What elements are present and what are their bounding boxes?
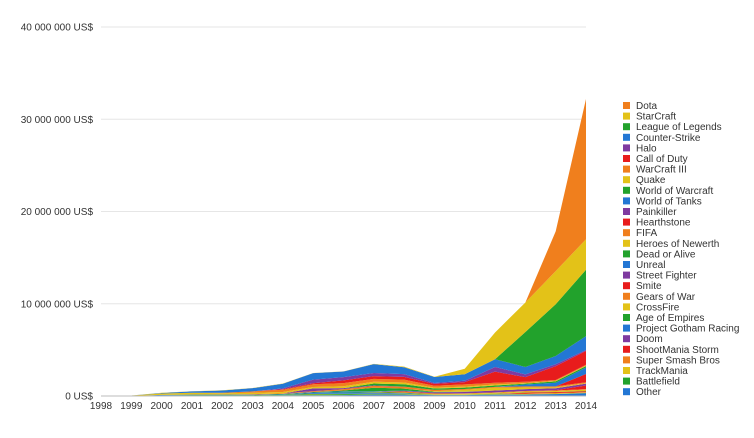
legend-label-super-smash-bros: Super Smash Bros	[636, 355, 720, 366]
legend-swatch-fifa	[623, 229, 630, 237]
x-tick-label: 2002	[211, 401, 234, 412]
legend-label-unreal: Unreal	[636, 260, 665, 271]
y-tick-label: 0 US$	[65, 392, 93, 403]
legend-swatch-call-of-duty	[623, 155, 630, 162]
legend-label-counter-strike: Counter-Strike	[636, 133, 701, 144]
legend-label-shootmania-storm: ShootMania Storm	[636, 345, 719, 356]
legend-swatch-other	[623, 388, 630, 396]
legend-label-league-of-legends: League of Legends	[636, 122, 722, 133]
legend-label-halo: Halo	[636, 143, 657, 154]
axes: 0 US$ 10 000 000 US$ 20 000 000 US$ 30 000 …	[21, 23, 598, 413]
legend-label-world-of-tanks: World of Tanks	[636, 196, 702, 207]
legend-swatch-world-of-tanks	[623, 197, 630, 205]
legend-swatch-hearthstone	[623, 218, 630, 226]
legend-swatch-shootmania-storm	[623, 345, 630, 353]
area-trackmania	[101, 392, 586, 396]
legend-swatch-world-of-warcraft	[623, 186, 630, 194]
area-heroes-of-newerth	[101, 383, 586, 396]
legend-label-world-of-warcraft: World of Warcraft	[636, 186, 713, 197]
area-world-of-warcraft	[101, 366, 586, 396]
legend-swatch-heroes-of-newerth	[623, 239, 630, 247]
legend-swatch-starcraft	[623, 112, 630, 120]
area-halo	[101, 349, 586, 396]
legend-swatch-dead-or-alive	[623, 250, 630, 258]
x-tick-label: 2011	[484, 401, 506, 412]
legend-swatch-painkiller	[623, 208, 630, 215]
legend-swatch-project-gotham-racing	[623, 324, 630, 332]
legend-label-other: Other	[636, 387, 662, 398]
legend-label-fifa: FIFA	[636, 228, 657, 239]
x-tick-label: 2005	[302, 401, 325, 412]
legend-swatch-doom	[623, 335, 630, 343]
x-tick-label: 1999	[120, 401, 143, 412]
legend-swatch-street-fighter	[623, 271, 630, 279]
area-project-gotham-racing	[101, 391, 586, 396]
area-call-of-duty	[101, 350, 586, 396]
legend-label-dead-or-alive: Dead or Alive	[636, 249, 696, 260]
legend-swatch-counter-strike	[623, 133, 630, 141]
legend-label-warcraft-iii: WarCraft III	[636, 165, 687, 176]
area-battlefield	[101, 393, 586, 396]
x-tick-label: 2006	[332, 401, 355, 412]
area-age-of-empires	[101, 391, 586, 396]
legend-swatch-age-of-empires	[623, 314, 630, 321]
legend-swatch-smite	[623, 282, 630, 290]
legend-label-battlefield: Battlefield	[636, 377, 680, 388]
area-counter-strike	[101, 336, 586, 396]
area-other	[101, 393, 586, 396]
legend-label-doom: Doom	[636, 334, 663, 345]
legend-swatch-crossfire	[623, 303, 630, 311]
legend-label-age-of-empires: Age of Empires	[636, 313, 704, 324]
legend-swatch-dota	[623, 102, 630, 109]
legend-swatch-warcraft-iii	[623, 165, 630, 173]
x-tick-label: 2001	[181, 401, 204, 412]
x-tick-label: 2007	[363, 401, 386, 412]
legend-swatch-battlefield	[623, 377, 630, 385]
x-tick-label: 2000	[151, 401, 174, 412]
legend-label-quake: Quake	[636, 175, 666, 186]
x-tick-label: 1998	[90, 401, 113, 412]
y-tick-label: 30 000 000 US$	[21, 115, 94, 126]
area-series-layer	[101, 99, 586, 396]
legend-label-street-fighter: Street Fighter	[636, 271, 697, 282]
legend-label-call-of-duty: Call of Duty	[636, 154, 688, 165]
y-tick-label: 40 000 000 US$	[21, 23, 94, 34]
legend-label-hearthstone: Hearthstone	[636, 218, 691, 229]
legend-swatch-league-of-legends	[623, 123, 630, 131]
gridlines	[101, 26, 586, 305]
x-tick-label: 2012	[514, 401, 537, 412]
area-street-fighter	[101, 383, 586, 396]
x-tick-label: 2003	[241, 401, 264, 412]
legend-label-dota: Dota	[636, 101, 658, 112]
legend-swatch-trackmania	[623, 367, 630, 374]
x-tick-label: 2013	[545, 401, 568, 412]
legend-label-painkiller: Painkiller	[636, 207, 677, 218]
x-tick-label: 2010	[454, 401, 477, 412]
legend-swatch-unreal	[623, 261, 630, 268]
x-tick-label: 2009	[423, 401, 446, 412]
legend-swatch-halo	[623, 144, 630, 152]
y-tick-label: 10 000 000 US$	[21, 299, 94, 310]
legend-label-smite: Smite	[636, 281, 662, 292]
x-tick-label: 2014	[575, 401, 598, 412]
legend-label-crossfire: CrossFire	[636, 302, 680, 313]
legend-label-project-gotham-racing: Project Gotham Racing	[636, 324, 739, 335]
legend-label-heroes-of-newerth: Heroes of Newerth	[636, 239, 719, 250]
legend-swatch-quake	[623, 176, 630, 184]
legend-swatch-gears-of-war	[623, 292, 630, 300]
legend-swatch-super-smash-bros	[623, 356, 630, 364]
area-gears-of-war	[101, 389, 586, 396]
legend-label-starcraft: StarCraft	[636, 112, 676, 123]
legend-label-gears-of-war: Gears of War	[636, 292, 696, 303]
x-tick-label: 2008	[393, 401, 416, 412]
legend-label-trackmania: TrackMania	[636, 366, 688, 377]
area-fifa	[101, 382, 586, 396]
x-tick-label: 2004	[272, 401, 295, 412]
y-tick-label: 20 000 000 US$	[21, 207, 94, 218]
